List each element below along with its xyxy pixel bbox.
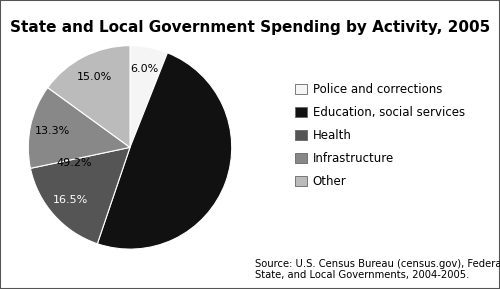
Wedge shape xyxy=(130,46,168,147)
Legend: Police and corrections, Education, social services, Health, Infrastructure, Othe: Police and corrections, Education, socia… xyxy=(290,79,470,193)
Text: State and Local Government Spending by Activity, 2005: State and Local Government Spending by A… xyxy=(10,20,490,35)
Text: 6.0%: 6.0% xyxy=(130,64,159,75)
Text: 15.0%: 15.0% xyxy=(76,72,112,82)
Wedge shape xyxy=(98,53,232,249)
Wedge shape xyxy=(30,147,130,244)
Wedge shape xyxy=(28,88,130,168)
Text: 49.2%: 49.2% xyxy=(56,158,92,168)
Text: 13.3%: 13.3% xyxy=(35,126,70,136)
Wedge shape xyxy=(48,46,130,147)
Text: Source: U.S. Census Bureau (census.gov), Federal,
State, and Local Governments, : Source: U.S. Census Bureau (census.gov),… xyxy=(255,259,500,280)
Text: 16.5%: 16.5% xyxy=(53,195,88,205)
